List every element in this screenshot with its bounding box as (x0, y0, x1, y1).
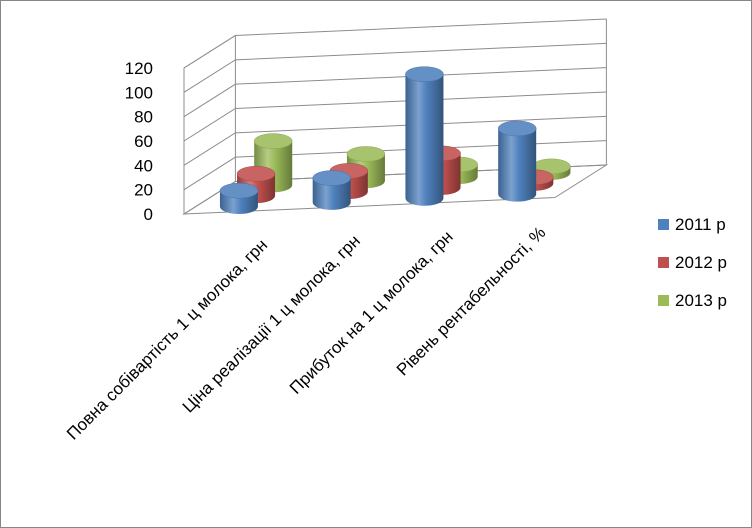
y-tick-label: 0 (144, 205, 153, 224)
gridline (183, 18, 607, 69)
legend-item: 2012 р (658, 253, 727, 272)
legend-item: 2013 р (658, 291, 727, 310)
bar-2011 р-2 (405, 66, 444, 206)
legend-label: 2012 р (675, 253, 727, 272)
category-label: Рівень рентабельності, % (393, 223, 550, 380)
gridline (183, 115, 607, 166)
y-tick-label: 100 (125, 83, 153, 102)
gridline (183, 67, 607, 118)
y-tick-label: 60 (134, 132, 153, 151)
legend-swatch (658, 295, 669, 306)
y-tick-label: 80 (134, 108, 153, 127)
legend-swatch (658, 219, 669, 230)
gridline (183, 140, 607, 191)
bar-2011 р-1 (312, 170, 351, 210)
bar-2011 р-3 (497, 120, 537, 202)
y-tick-label: 120 (125, 59, 153, 78)
gridlines (183, 18, 607, 215)
category-label: Прибуток на 1 ц молока, грн (286, 227, 457, 398)
gridline (183, 164, 607, 215)
legend-label: 2013 р (675, 291, 727, 310)
y-axis-tick-labels: 0 20 40 60 80 100 120 (125, 59, 153, 224)
legend: 2011 р 2012 р 2013 р (658, 215, 727, 310)
gridline (183, 91, 607, 142)
category-label: Ціна реалізації 1 ц молока, грн (179, 231, 364, 416)
gridline (183, 42, 607, 93)
legend-label: 2011 р (675, 215, 726, 234)
chart-bars (219, 66, 571, 215)
y-tick-label: 40 (134, 156, 153, 175)
bar-2011 р-0 (219, 182, 259, 215)
legend-swatch (658, 257, 669, 268)
legend-item: 2011 р (658, 215, 726, 234)
category-label: Повна собівартість 1 ц молока, грн (63, 235, 271, 443)
y-tick-label: 20 (134, 181, 153, 200)
